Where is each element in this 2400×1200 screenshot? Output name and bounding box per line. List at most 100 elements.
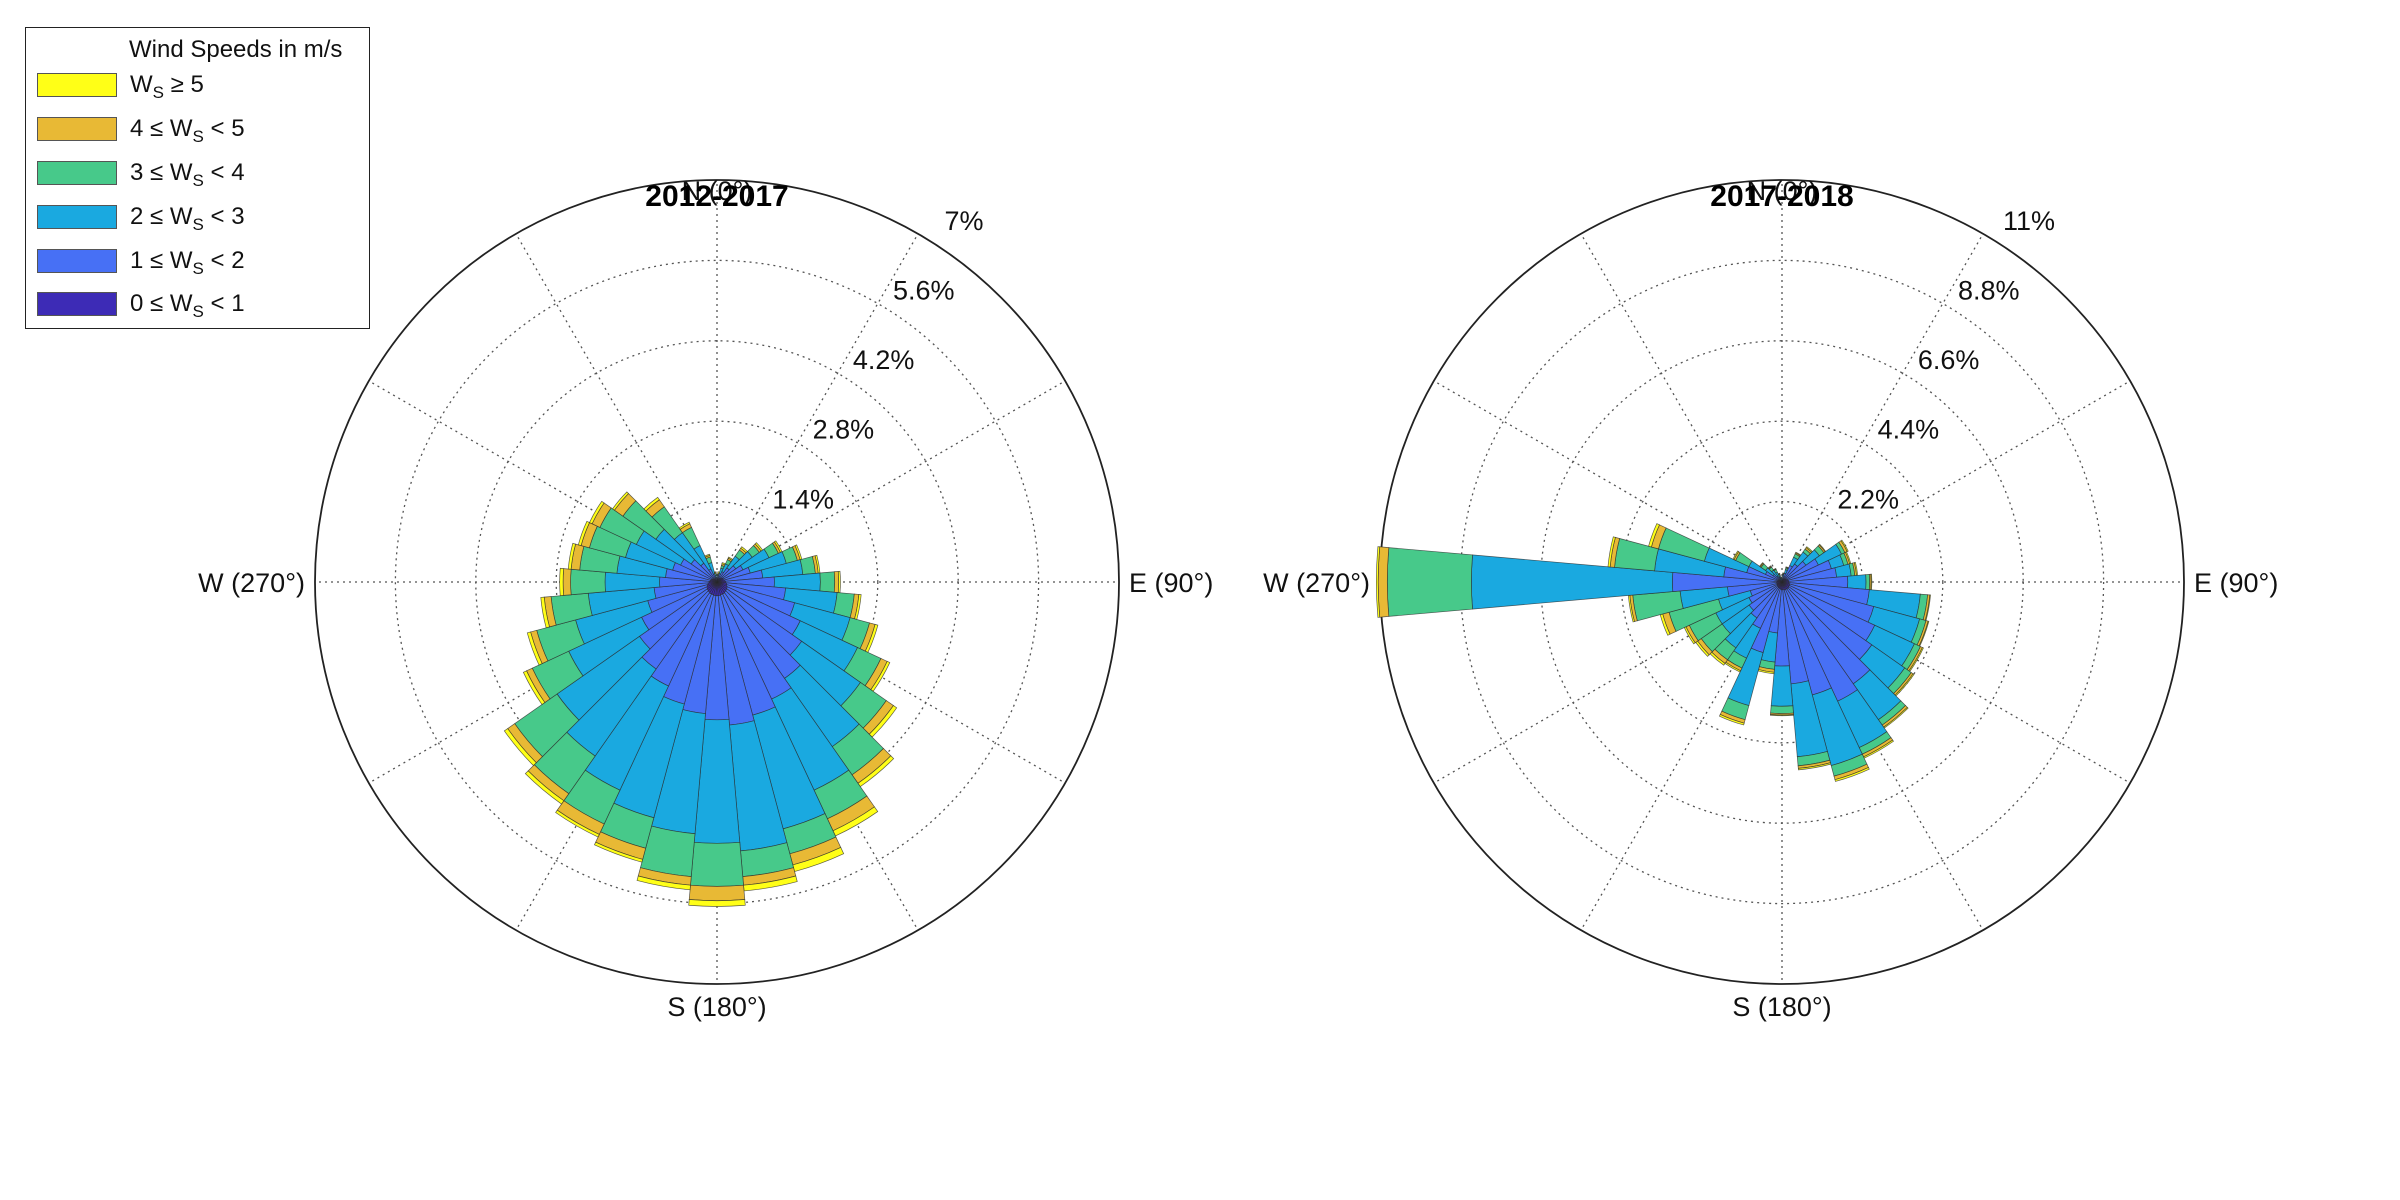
wind-bar-segment [570,568,606,596]
wind-bar-segment [524,770,565,805]
wind-bar-segment [1759,562,1764,568]
wind-bar-segment [1777,572,1781,575]
legend-swatch [37,292,117,316]
legend-label-main: W [130,71,153,98]
wind-bar-220 [524,581,718,805]
wind-bar-segment [833,571,840,593]
legend-label: 2 ≤ WS < 3 [130,203,245,235]
wind-bar-segment [1767,565,1772,570]
radial-tick-label: 5.6% [893,276,955,306]
wind-bar-140 [716,581,895,788]
wind-bar-260 [1627,581,1783,623]
wind-bar-segment [1770,705,1794,714]
legend-label: 1 ≤ WS < 2 [130,247,245,279]
legend-swatch [37,117,117,141]
wind-bar-segment [1847,574,1867,590]
polar-grid-spoke [716,233,919,583]
wind-bar-segment [526,631,543,666]
wind-rose-2017-2018: 2.2% 4.4% 6.6% 8.8% 11% N (0°) E (90°) S (180°)… [1263,176,2278,1022]
wind-bar-segment [713,571,717,573]
legend-swatch [37,161,117,185]
wind-bar-130 [1781,581,1915,697]
legend-label-subscript: S [192,171,204,190]
chart-title: 2012-2017 [645,180,788,213]
wind-bar-segment [559,567,565,597]
legend-label-subscript: S [192,127,204,146]
legend-label-subscript: S [152,83,164,102]
wind-bar-250 [526,581,718,666]
wind-bar-190 [1757,581,1783,675]
wind-bar-50 [716,542,764,583]
polar-grid-spoke [1433,380,1783,583]
legend-label-range: < 4 [203,159,245,186]
chart-title: 2017-2018 [1710,180,1853,213]
wind-bar-80 [1781,561,1859,583]
wind-bar-segment [612,491,629,511]
direction-label-w: W (270°) [198,568,305,598]
wind-bar-290 [1648,523,1783,583]
wind-bar-segment [522,670,546,706]
wind-bar-segment [1772,567,1777,571]
wind-bar-segment [1834,767,1870,782]
wind-bar-segment [1648,523,1660,548]
legend-label-main: 1 ≤ W [130,247,193,274]
legend-label-main: 2 ≤ W [130,203,193,230]
direction-label-n: N (0°) [1747,176,1818,206]
legend-label: 0 ≤ WS < 1 [130,290,245,322]
wind-bar-210 [555,581,718,838]
legend-swatch [37,73,117,97]
legend-swatch [37,205,117,229]
wind-bar-segment [567,542,576,570]
wind-bar-100 [716,581,862,620]
wind-bar-segment [593,841,644,863]
direction-label-w: W (270°) [1263,568,1370,598]
legend-label-range: < 1 [203,290,245,317]
radial-tick-label: 7% [944,206,983,236]
wind-bar-110 [716,581,879,653]
wind-bar-segment [688,899,746,907]
wind-bar-240 [522,581,718,706]
wind-bar-150 [716,581,879,837]
radial-tick-label: 2.2% [1837,484,1899,514]
wind-bar-240 [1683,581,1783,645]
wind-bar-segment [540,596,550,629]
legend-item: 3 ≤ WS < 4 [37,159,357,191]
wind-bar-350 [1780,576,1783,583]
wind-bar-segment [1865,573,1871,591]
legend-item: 4 ≤ WS < 5 [37,115,357,147]
legend-item: 0 ≤ WS < 1 [37,290,357,322]
wind-bar-300 [589,500,718,583]
polar-grid-spoke [515,233,718,583]
legend-item: 2 ≤ WS < 3 [37,203,357,235]
legend-title: Wind Speeds in m/s [129,36,343,63]
direction-label-s: S (180°) [667,992,766,1022]
legend-label-range: < 5 [203,115,245,142]
wind-bar-segment [562,568,572,596]
wind-bar-270 [1376,546,1783,618]
wind-bar-segment [643,496,660,512]
wind-bar-segment [1718,714,1745,726]
legend-label: 4 ≤ WS < 5 [130,115,245,147]
wind-bar-segment [1870,573,1873,591]
legend-label-main: 4 ≤ W [130,115,193,142]
legend-label: 3 ≤ WS < 4 [130,159,245,191]
wind-bar-280 [1607,536,1783,583]
legend-swatch [37,249,117,273]
wind-bar-segment [589,500,605,525]
radial-tick-label: 2.8% [813,415,875,445]
wind-bar-310 [612,491,718,583]
legend-label-main: 0 ≤ W [130,290,193,317]
wind-bar-140 [1781,581,1909,729]
wind-bar-segment [690,841,744,887]
wind-bar-160 [1781,581,1870,782]
wind-bar-segment [1769,714,1795,717]
wind-bar-170 [716,581,798,892]
legend-label-main: 3 ≤ W [130,159,193,186]
legend-label: WS ≥ 5 [130,71,204,103]
legend-label-range: ≥ 5 [164,71,204,98]
radial-tick-label: 6.6% [1918,345,1980,375]
polar-grid-spoke [1781,233,1984,583]
wind-bar-110 [1781,581,1930,647]
